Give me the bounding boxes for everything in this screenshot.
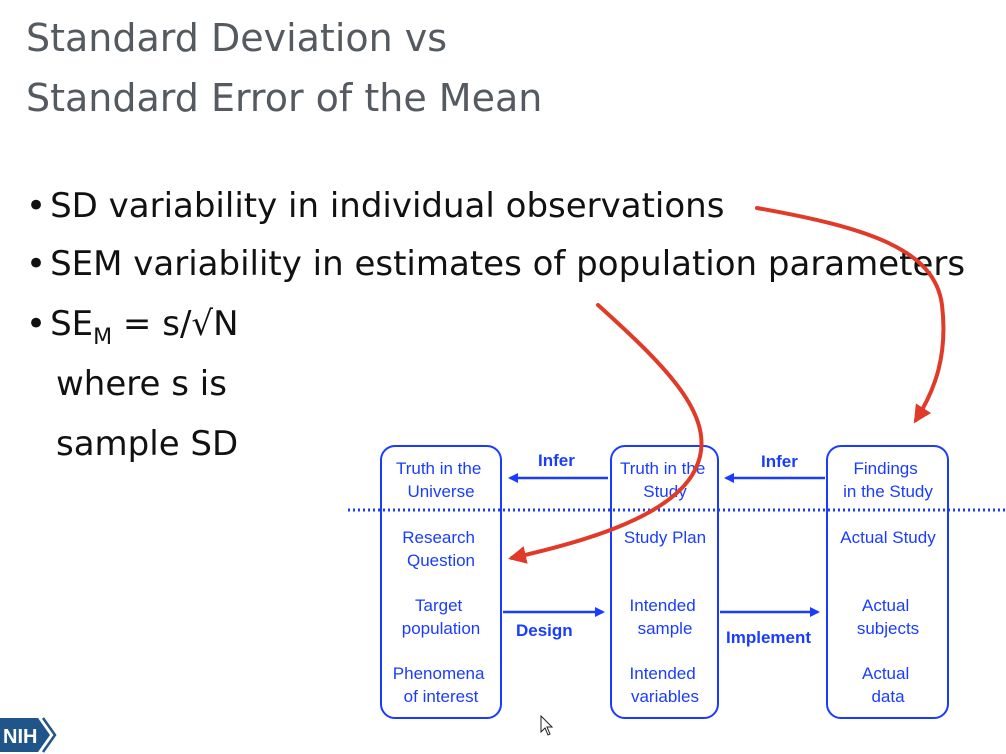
col2-header: Truth in the Study <box>620 459 710 501</box>
bullet-sem: • SEM variability in estimates of populat… <box>26 244 965 284</box>
title-line-1: Standard Deviation vs <box>26 16 448 60</box>
bullet-sd: • SD variability in individual observatio… <box>26 186 724 226</box>
infer-label-right: Infer <box>761 452 798 471</box>
bullet-sd-text: SD variability in individual observation… <box>50 186 725 226</box>
column-box-universe <box>380 445 502 719</box>
formula-se: SE <box>50 304 94 344</box>
col2-row2: Intended sample <box>630 596 701 638</box>
col2-row3: Intended variables <box>630 664 701 706</box>
bullet-dot-icon: • <box>26 304 47 344</box>
col1-row1: Research Question <box>402 528 480 570</box>
title-line-2: Standard Error of the Mean <box>26 76 543 120</box>
bullet-formula: • SEM = s/√N <box>26 304 239 350</box>
col1-header: Truth in the Universe <box>396 459 486 501</box>
column-box-findings <box>826 445 949 719</box>
col3-row3: Actual data <box>862 664 914 706</box>
bullet-sem-text: SEM variability in estimates of populati… <box>50 244 966 284</box>
formula-rest: = s/√N <box>112 304 239 344</box>
design-label: Design <box>516 621 573 640</box>
arrow-cursor-icon <box>540 714 554 736</box>
implement-label: Implement <box>726 628 811 647</box>
col3-header: Findings in the Study <box>843 459 933 501</box>
col1-row3: Phenomena of interest <box>393 664 489 706</box>
col1-row2: Target population <box>402 596 480 638</box>
nih-logo: NIH <box>0 717 57 753</box>
sem-pointer-arrow <box>508 303 704 564</box>
col2-row1: Study Plan <box>624 528 706 547</box>
formula-where-line-1: where s is <box>56 364 227 404</box>
sd-pointer-arrow <box>755 206 946 424</box>
formula-subscript-m: M <box>93 325 113 350</box>
bullet-dot-icon: • <box>26 244 47 284</box>
slide-title: Standard Deviation vs Standard Error of … <box>26 8 542 128</box>
formula-where-line-2: sample SD <box>56 424 239 464</box>
col3-row2: Actual subjects <box>857 596 919 638</box>
column-box-study <box>610 445 719 719</box>
nih-logo-text: NIH <box>3 726 37 748</box>
infer-label-left: Infer <box>538 451 575 470</box>
bullet-dot-icon: • <box>26 186 47 226</box>
col3-row1: Actual Study <box>840 528 936 547</box>
